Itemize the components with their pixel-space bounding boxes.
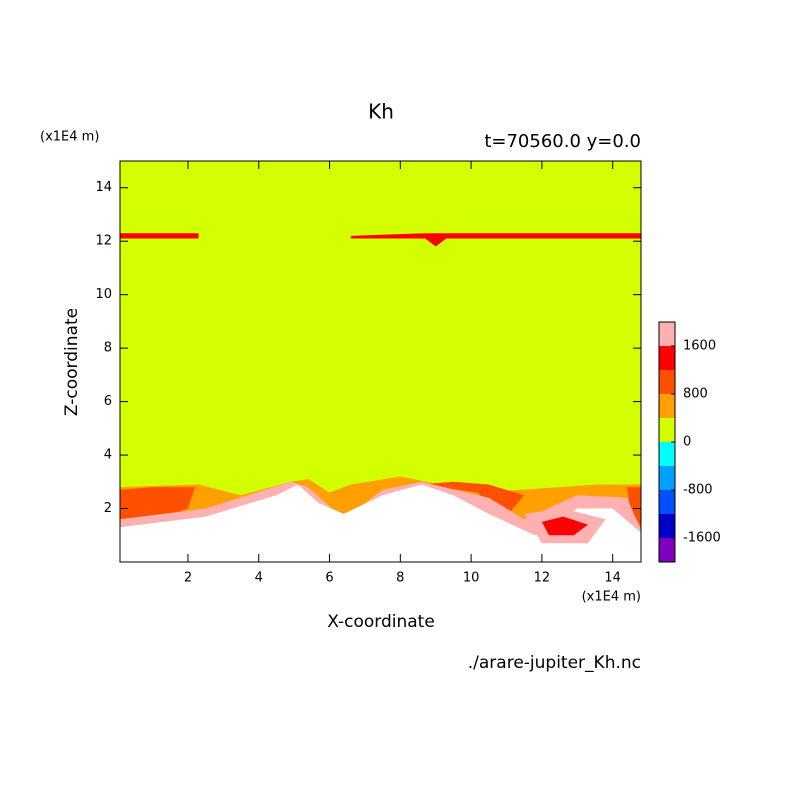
y-tick-label: 6 [104, 394, 112, 409]
x-tick-label: 10 [463, 571, 480, 586]
colorbar-swatch [659, 322, 675, 346]
y-tick-label: 4 [104, 448, 112, 463]
colorbar-swatch [659, 466, 675, 490]
y-unit: (x1E4 m) [40, 130, 99, 145]
x-tick-label: 6 [325, 571, 333, 586]
colorbar-swatch [659, 442, 675, 466]
y-tick-label: 10 [95, 287, 112, 302]
contour-region [120, 487, 195, 525]
y-tick-label: 14 [95, 180, 112, 195]
colorbar-swatch [659, 490, 675, 514]
x-tick-label: 2 [184, 571, 192, 586]
y-tick-label: 12 [95, 234, 112, 249]
contour-region [541, 516, 588, 536]
colorbar-swatch [659, 370, 675, 394]
x-unit: (x1E4 m) [582, 590, 641, 605]
colorbar-label: -1600 [683, 531, 721, 546]
footer: ./arare-jupiter_Kh.nc [468, 653, 641, 673]
y-tick-label: 8 [104, 341, 112, 356]
x-tick-label: 4 [255, 571, 263, 586]
chart-subtitle: t=70560.0 y=0.0 [484, 131, 641, 152]
colorbar-label: 800 [683, 387, 708, 402]
colorbar-label: 1600 [683, 339, 716, 354]
chart-title: Kh [368, 100, 394, 124]
colorbar-label: -800 [683, 483, 713, 498]
x-tick-label: 8 [396, 571, 404, 586]
x-tick-label: 12 [534, 571, 551, 586]
contour-region [350, 233, 641, 247]
colorbar-swatch [659, 394, 675, 418]
colorbar-swatch [659, 538, 675, 562]
contour-region [120, 484, 641, 562]
y-axis-label: Z-coordinate [62, 308, 82, 416]
colorbar-label: 0 [683, 435, 691, 450]
contour-region [120, 233, 199, 239]
plot-frame [119, 160, 642, 563]
contour-region [120, 161, 641, 562]
colorbar-swatch [659, 418, 675, 442]
x-axis-label: X-coordinate [327, 612, 435, 632]
colorbar-swatch [659, 514, 675, 538]
y-tick-label: 2 [104, 501, 112, 516]
colorbar-swatch [659, 346, 675, 370]
contour-region [626, 487, 641, 528]
x-tick-label: 14 [604, 571, 621, 586]
